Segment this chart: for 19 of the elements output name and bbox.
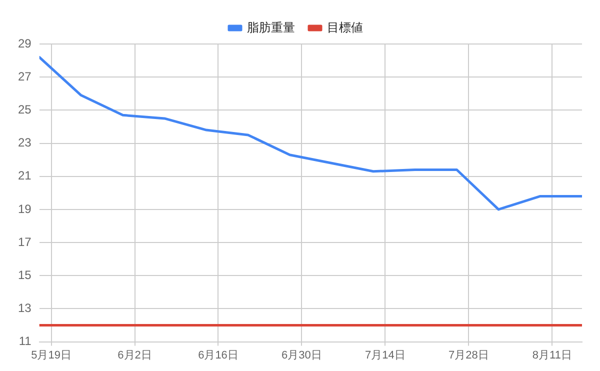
legend-label: 目標値 [327,20,363,34]
y-tick-label: 23 [18,136,32,150]
legend-label: 脂肪重量 [247,20,295,34]
y-tick-label: 21 [18,168,32,183]
x-tick-label: 6月30日 [282,349,322,362]
y-tick-label: 25 [18,102,32,116]
y-tick-label: 15 [18,268,32,282]
x-tick-label: 6月2日 [118,349,152,362]
x-tick-label: 7月28日 [448,349,489,362]
x-tick-label: 8月11日 [532,349,572,362]
y-tick-label: 27 [18,69,32,84]
y-tick-label: 29 [18,36,32,50]
y-tick-label: 13 [18,301,32,316]
x-tick-label: 7月14日 [365,349,406,362]
y-tick-label: 17 [18,234,32,249]
y-tick-label: 11 [18,334,32,348]
x-tick-label: 6月16日 [198,349,238,362]
x-tick-label: 5月19日 [31,349,72,362]
y-tick-label: 19 [18,202,32,216]
